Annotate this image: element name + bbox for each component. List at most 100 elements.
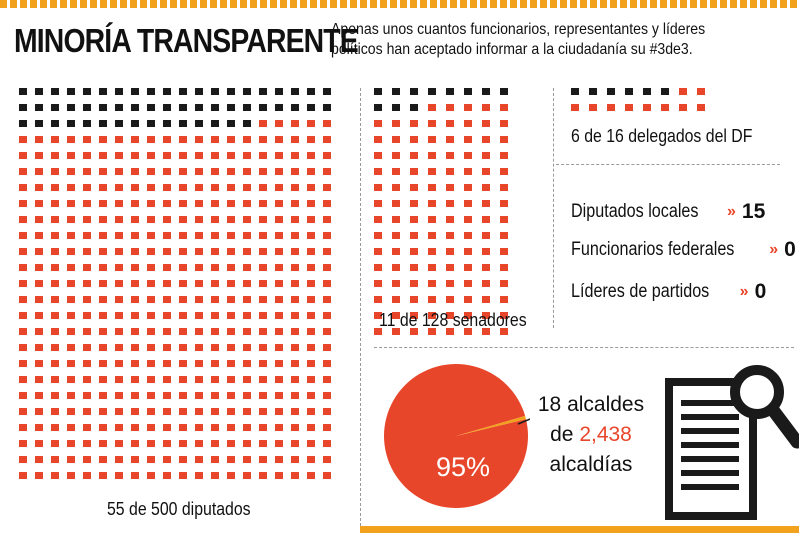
waffle-cell-not-declared	[115, 424, 123, 431]
waffle-cell-not-declared	[392, 200, 400, 207]
waffle-cell-not-declared	[291, 280, 299, 287]
top-dashed-bar	[0, 0, 799, 8]
pie-percent-label: 95%	[436, 452, 491, 482]
waffle-cell-not-declared	[163, 296, 171, 303]
waffle-cell-not-declared	[131, 232, 139, 239]
waffle-cell-not-declared	[211, 296, 219, 303]
waffle-cell-not-declared	[374, 280, 382, 287]
waffle-cell-not-declared	[163, 136, 171, 143]
waffle-cell-not-declared	[19, 392, 27, 399]
waffle-cell-declared	[195, 88, 203, 95]
waffle-cell-not-declared	[51, 216, 59, 223]
waffle-cell-not-declared	[679, 104, 687, 111]
waffle-cell-not-declared	[67, 264, 75, 271]
waffle-cell-not-declared	[307, 232, 315, 239]
waffle-cell-not-declared	[227, 296, 235, 303]
waffle-cell-declared	[291, 88, 299, 95]
waffle-cell-not-declared	[19, 184, 27, 191]
waffle-cell-not-declared	[115, 296, 123, 303]
waffle-cell-not-declared	[500, 200, 508, 207]
waffle-cell-declared	[410, 88, 418, 95]
waffle-cell-not-declared	[67, 424, 75, 431]
waffle-cell-not-declared	[291, 296, 299, 303]
waffle-cell-not-declared	[179, 408, 187, 415]
waffle-cell-declared	[51, 104, 59, 111]
waffle-cell-declared	[19, 120, 27, 127]
waffle-cell-not-declared	[179, 200, 187, 207]
waffle-cell-not-declared	[163, 408, 171, 415]
waffle-cell-not-declared	[323, 344, 331, 351]
waffle-cell-not-declared	[195, 424, 203, 431]
waffle-cell-declared	[67, 104, 75, 111]
waffle-cell-not-declared	[195, 152, 203, 159]
waffle-cell-not-declared	[51, 296, 59, 303]
waffle-cell-declared	[163, 104, 171, 111]
waffle-cell-not-declared	[500, 312, 508, 319]
waffle-cell-not-declared	[446, 152, 454, 159]
waffle-cell-not-declared	[99, 424, 107, 431]
waffle-cell-not-declared	[243, 376, 251, 383]
waffle-cell-not-declared	[291, 264, 299, 271]
waffle-cell-not-declared	[83, 360, 91, 367]
waffle-cell-not-declared	[163, 424, 171, 431]
waffle-cell-not-declared	[374, 136, 382, 143]
waffle-cell-not-declared	[99, 200, 107, 207]
waffle-cell-not-declared	[131, 136, 139, 143]
waffle-cell-not-declared	[307, 184, 315, 191]
waffle-cell-not-declared	[428, 168, 436, 175]
waffle-cell-not-declared	[464, 328, 472, 335]
document-magnifier-icon	[665, 365, 799, 520]
waffle-cell-not-declared	[500, 104, 508, 111]
waffle-cell-not-declared	[195, 168, 203, 175]
waffle-cell-not-declared	[179, 360, 187, 367]
waffle-cell-not-declared	[35, 216, 43, 223]
waffle-cell-not-declared	[147, 392, 155, 399]
waffle-cell-declared	[35, 88, 43, 95]
waffle-cell-declared	[83, 88, 91, 95]
waffle-cell-not-declared	[291, 328, 299, 335]
waffle-cell-not-declared	[446, 264, 454, 271]
waffle-cell-not-declared	[291, 136, 299, 143]
waffle-cell-not-declared	[179, 136, 187, 143]
waffle-diputados	[19, 88, 331, 479]
waffle-cell-not-declared	[83, 392, 91, 399]
waffle-cell-not-declared	[211, 344, 219, 351]
waffle-cell-not-declared	[131, 296, 139, 303]
waffle-cell-not-declared	[67, 280, 75, 287]
chevron-right-icon: »	[726, 203, 736, 220]
waffle-cell-declared	[643, 88, 651, 95]
waffle-cell-not-declared	[115, 264, 123, 271]
waffle-cell-not-declared	[243, 168, 251, 175]
waffle-cell-not-declared	[19, 376, 27, 383]
waffle-cell-not-declared	[446, 328, 454, 335]
waffle-cell-declared	[428, 88, 436, 95]
waffle-cell-not-declared	[51, 312, 59, 319]
waffle-cell-not-declared	[291, 344, 299, 351]
waffle-cell-not-declared	[163, 440, 171, 447]
waffle-cell-not-declared	[275, 328, 283, 335]
waffle-delegados	[571, 88, 705, 111]
stat-label: Diputados locales	[571, 201, 699, 222]
waffle-cell-not-declared	[195, 376, 203, 383]
waffle-cell-not-declared	[51, 152, 59, 159]
waffle-cell-not-declared	[211, 200, 219, 207]
waffle-cell-not-declared	[643, 104, 651, 111]
waffle-cell-not-declared	[83, 184, 91, 191]
waffle-cell-not-declared	[446, 248, 454, 255]
waffle-cell-not-declared	[410, 168, 418, 175]
waffle-cell-not-declared	[307, 360, 315, 367]
waffle-cell-not-declared	[374, 248, 382, 255]
waffle-cell-not-declared	[195, 344, 203, 351]
waffle-cell-not-declared	[131, 408, 139, 415]
waffle-cell-not-declared	[410, 328, 418, 335]
waffle-cell-not-declared	[67, 456, 75, 463]
waffle-cell-not-declared	[115, 216, 123, 223]
waffle-cell-not-declared	[67, 168, 75, 175]
waffle-cell-declared	[179, 120, 187, 127]
waffle-cell-declared	[131, 104, 139, 111]
waffle-cell-not-declared	[500, 168, 508, 175]
waffle-cell-not-declared	[428, 296, 436, 303]
waffle-cell-not-declared	[147, 216, 155, 223]
waffle-cell-not-declared	[131, 424, 139, 431]
waffle-cell-not-declared	[410, 296, 418, 303]
